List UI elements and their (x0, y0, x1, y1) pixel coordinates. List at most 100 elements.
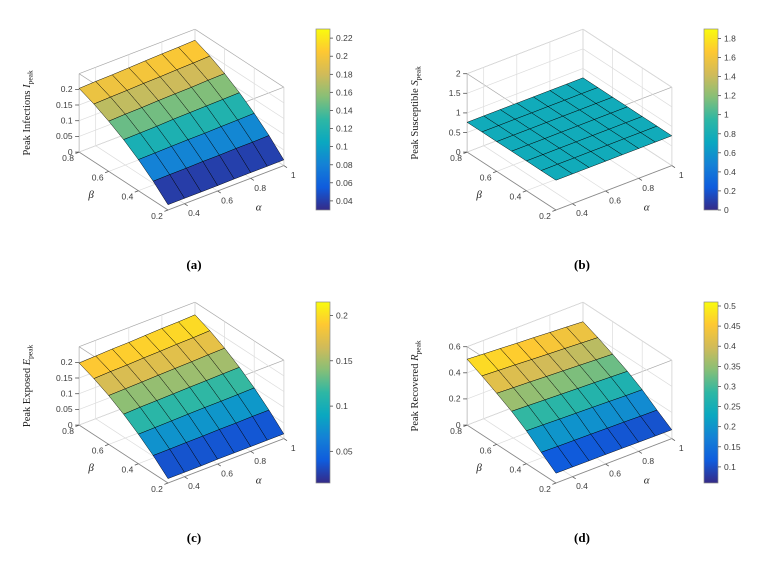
svg-text:0.2: 0.2 (449, 394, 461, 404)
svg-text:0.06: 0.06 (336, 178, 353, 188)
panel-c: 0.4 0.6 0.8 1 0.2 0.4 0.6 0.8 0 0.05 0.1 0.15 0.2 α β P… (0, 279, 388, 546)
svg-text:β: β (87, 189, 94, 201)
svg-text:0.8: 0.8 (450, 426, 462, 436)
svg-text:0.4: 0.4 (509, 465, 521, 475)
svg-text:0.6: 0.6 (92, 445, 104, 455)
svg-text:β: β (475, 189, 482, 201)
panel-b: 0.4 0.6 0.8 1 0.2 0.4 0.6 0.8 0 0.5 1 1.5 2 α β Peak Su… (388, 6, 776, 273)
colorbar: 0.1 0.15 0.2 0.25 0.3 0.35 0.4 0.45 0.5 (703, 301, 741, 484)
svg-text:0.6: 0.6 (92, 172, 104, 182)
svg-text:β: β (475, 462, 482, 474)
svg-text:0: 0 (68, 147, 73, 157)
svg-text:0.8: 0.8 (724, 129, 736, 139)
svg-text:1.6: 1.6 (724, 53, 736, 63)
svg-text:2: 2 (456, 69, 461, 79)
svg-text:0.1: 0.1 (336, 401, 348, 411)
axis-labels: α β Peak Exposed Epeak (22, 344, 262, 486)
axis-labels: α β Peak Recovered Rpeak (410, 340, 650, 487)
figure-grid: 0.4 0.6 0.8 1 0.2 0.4 0.6 0.8 0 0.05 0.1 0.15 0.2 α β P… (0, 6, 776, 546)
svg-text:0.8: 0.8 (62, 426, 74, 436)
svg-text:0.4: 0.4 (188, 208, 200, 218)
svg-text:α: α (644, 475, 650, 487)
z-axis-label: Peak Recovered Rpeak (410, 340, 423, 431)
panel-a: 0.4 0.6 0.8 1 0.2 0.4 0.6 0.8 0 0.05 0.1 0.15 0.2 α β P… (0, 6, 388, 273)
svg-text:1: 1 (724, 110, 729, 120)
svg-text:0.22: 0.22 (336, 33, 353, 43)
svg-text:0.8: 0.8 (642, 456, 654, 466)
svg-text:0.2: 0.2 (61, 84, 73, 94)
panel-d: 0.4 0.6 0.8 1 0.2 0.4 0.6 0.8 0 0.2 0.4 0.6 α β Peak R… (388, 279, 776, 546)
svg-text:0.05: 0.05 (336, 446, 353, 456)
svg-text:0.5: 0.5 (449, 127, 461, 137)
svg-text:0: 0 (456, 420, 461, 430)
caption-b: (b) (574, 257, 590, 272)
surface-mesh (78, 314, 285, 479)
svg-text:1.2: 1.2 (724, 91, 736, 101)
surface-mesh (78, 39, 285, 205)
svg-text:0.4: 0.4 (121, 465, 133, 475)
svg-text:0.8: 0.8 (642, 183, 654, 193)
surface-mesh (466, 77, 673, 181)
svg-text:1: 1 (291, 443, 296, 453)
svg-text:0: 0 (724, 205, 729, 215)
svg-text:0: 0 (456, 147, 461, 157)
svg-text:0.1: 0.1 (724, 462, 736, 472)
svg-text:0.14: 0.14 (336, 105, 353, 115)
svg-text:0.6: 0.6 (609, 196, 621, 206)
svg-text:0.4: 0.4 (449, 368, 461, 378)
svg-text:0.1: 0.1 (336, 142, 348, 152)
svg-text:0.6: 0.6 (221, 196, 233, 206)
svg-text:0.2: 0.2 (539, 211, 551, 221)
surface-plot-a: 0.40.60.810.20.40.60.800.050.10.150.2αβP… (22, 28, 353, 221)
svg-text:0.6: 0.6 (480, 445, 492, 455)
svg-text:0.6: 0.6 (609, 469, 621, 479)
caption-c: (c) (186, 530, 202, 545)
svg-text:0.1: 0.1 (61, 116, 73, 126)
colorbar: 0.05 0.1 0.15 0.2 (315, 301, 353, 484)
svg-text:1.4: 1.4 (724, 72, 736, 82)
svg-text:0.5: 0.5 (724, 301, 736, 311)
svg-text:0.05: 0.05 (56, 404, 73, 414)
svg-text:β: β (87, 462, 94, 474)
svg-text:0.12: 0.12 (336, 124, 353, 134)
svg-text:1.5: 1.5 (449, 88, 461, 98)
svg-text:0.15: 0.15 (724, 442, 741, 452)
axis-ticks: 0.40.60.810.20.40.60.800.20.40.6 (449, 342, 684, 495)
axis-ticks: 0.40.60.810.20.40.60.800.511.52 (449, 69, 684, 222)
colorbar: 0 0.2 0.4 0.6 0.8 1 1.2 1.4 1.6 1.8 (703, 28, 736, 215)
svg-text:0.35: 0.35 (724, 361, 741, 371)
svg-text:0.2: 0.2 (336, 51, 348, 61)
svg-text:0.1: 0.1 (61, 389, 73, 399)
svg-text:0.2: 0.2 (724, 186, 736, 196)
svg-text:1: 1 (679, 443, 684, 453)
axis-labels: α β Peak Infections Ipeak (22, 70, 262, 214)
svg-text:0.6: 0.6 (724, 148, 736, 158)
svg-text:1: 1 (291, 170, 296, 180)
svg-text:0.15: 0.15 (56, 100, 73, 110)
surface-plot-c: 0.40.60.810.20.40.60.800.050.10.150.2αβP… (22, 301, 353, 494)
colorbar: 0.04 0.06 0.08 0.1 0.12 0.14 0.16 0.18 0.2 0.22 (315, 28, 353, 211)
caption-d: (d) (574, 530, 590, 545)
svg-text:1: 1 (456, 108, 461, 118)
svg-text:1: 1 (679, 170, 684, 180)
svg-text:0.4: 0.4 (188, 481, 200, 491)
svg-text:0.8: 0.8 (450, 153, 462, 163)
svg-text:0.4: 0.4 (724, 341, 736, 351)
svg-text:0.8: 0.8 (62, 153, 74, 163)
svg-text:0.8: 0.8 (254, 183, 266, 193)
svg-text:0.2: 0.2 (724, 422, 736, 432)
svg-text:0.6: 0.6 (449, 342, 461, 352)
svg-text:0.6: 0.6 (480, 172, 492, 182)
svg-text:0.4: 0.4 (121, 192, 133, 202)
svg-text:0.16: 0.16 (336, 87, 353, 97)
axis-ticks: 0.40.60.810.20.40.60.800.050.10.150.2 (56, 84, 296, 221)
svg-text:0.05: 0.05 (56, 131, 73, 141)
axis-labels: α β Peak Susceptible Speak (410, 66, 650, 214)
svg-text:0.25: 0.25 (724, 402, 741, 412)
svg-text:α: α (256, 475, 262, 487)
surface-mesh (466, 321, 673, 474)
svg-text:0.2: 0.2 (151, 211, 163, 221)
svg-text:0.04: 0.04 (336, 196, 353, 206)
